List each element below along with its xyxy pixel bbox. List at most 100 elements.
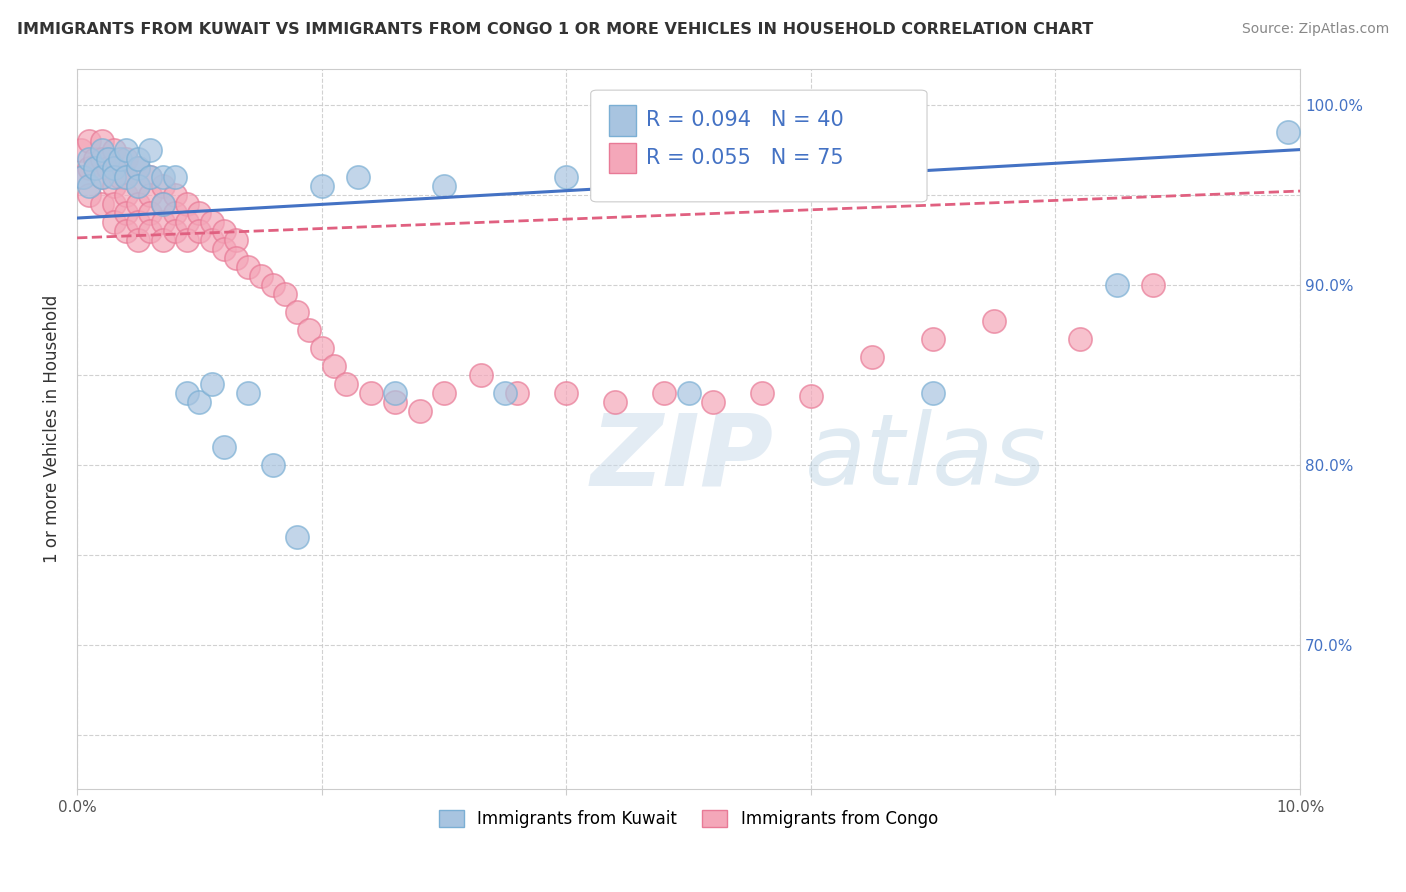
Point bbox=[115, 224, 138, 238]
Point bbox=[72, 169, 94, 184]
Point bbox=[103, 196, 125, 211]
Point bbox=[97, 152, 120, 166]
Point bbox=[506, 385, 529, 400]
Point bbox=[408, 404, 430, 418]
Point bbox=[152, 233, 174, 247]
Text: ZIP: ZIP bbox=[591, 409, 773, 506]
Point bbox=[335, 376, 357, 391]
Point bbox=[115, 152, 138, 166]
Point bbox=[115, 187, 138, 202]
Point bbox=[127, 178, 149, 193]
Point bbox=[238, 260, 260, 274]
Point bbox=[108, 169, 131, 184]
Point bbox=[311, 178, 333, 193]
Point bbox=[84, 161, 107, 175]
Legend: Immigrants from Kuwait, Immigrants from Congo: Immigrants from Kuwait, Immigrants from … bbox=[433, 804, 945, 835]
FancyBboxPatch shape bbox=[609, 105, 636, 136]
Point bbox=[176, 215, 198, 229]
Point bbox=[702, 394, 724, 409]
Point bbox=[555, 169, 578, 184]
Point bbox=[225, 251, 247, 265]
Point bbox=[127, 161, 149, 175]
Point bbox=[84, 152, 107, 166]
Point bbox=[103, 178, 125, 193]
Text: IMMIGRANTS FROM KUWAIT VS IMMIGRANTS FROM CONGO 1 OR MORE VEHICLES IN HOUSEHOLD : IMMIGRANTS FROM KUWAIT VS IMMIGRANTS FRO… bbox=[17, 22, 1092, 37]
Point bbox=[298, 323, 321, 337]
Point bbox=[163, 205, 186, 219]
Point bbox=[115, 143, 138, 157]
Point bbox=[1069, 332, 1091, 346]
Point bbox=[384, 385, 406, 400]
Point bbox=[163, 187, 186, 202]
Point bbox=[127, 178, 149, 193]
Point bbox=[176, 233, 198, 247]
Point bbox=[79, 134, 101, 148]
Point bbox=[212, 242, 235, 256]
Point bbox=[1105, 277, 1128, 292]
Point bbox=[152, 169, 174, 184]
Point bbox=[103, 215, 125, 229]
Point bbox=[152, 178, 174, 193]
Point bbox=[738, 178, 761, 193]
Point bbox=[274, 286, 297, 301]
Point bbox=[115, 205, 138, 219]
Point bbox=[201, 233, 224, 247]
Point bbox=[201, 376, 224, 391]
Point bbox=[212, 440, 235, 454]
Point bbox=[79, 152, 101, 166]
Point bbox=[860, 350, 883, 364]
Text: Source: ZipAtlas.com: Source: ZipAtlas.com bbox=[1241, 22, 1389, 37]
Point bbox=[678, 385, 700, 400]
Point bbox=[249, 268, 271, 283]
Point bbox=[127, 233, 149, 247]
Point bbox=[384, 394, 406, 409]
Point bbox=[360, 385, 382, 400]
Point bbox=[322, 359, 344, 373]
Point bbox=[983, 314, 1005, 328]
Point bbox=[152, 196, 174, 211]
Point bbox=[212, 224, 235, 238]
Point bbox=[433, 385, 456, 400]
Point bbox=[139, 169, 162, 184]
Point bbox=[139, 224, 162, 238]
Point bbox=[103, 169, 125, 184]
Point bbox=[90, 169, 112, 184]
Point bbox=[1277, 125, 1299, 139]
Point bbox=[800, 169, 823, 184]
Point bbox=[79, 161, 101, 175]
Point bbox=[176, 385, 198, 400]
FancyBboxPatch shape bbox=[609, 143, 636, 173]
Point bbox=[97, 161, 120, 175]
Point bbox=[311, 341, 333, 355]
Point bbox=[69, 143, 91, 157]
Point bbox=[285, 530, 308, 544]
Point bbox=[115, 169, 138, 184]
Point bbox=[115, 169, 138, 184]
Point bbox=[163, 169, 186, 184]
Point bbox=[90, 143, 112, 157]
Point bbox=[285, 305, 308, 319]
Point bbox=[922, 332, 945, 346]
Point bbox=[127, 196, 149, 211]
Point bbox=[652, 385, 675, 400]
Point bbox=[103, 143, 125, 157]
Point bbox=[262, 458, 284, 472]
Point bbox=[139, 143, 162, 157]
Point bbox=[103, 161, 125, 175]
Point bbox=[72, 169, 94, 184]
Point bbox=[139, 205, 162, 219]
Point bbox=[163, 224, 186, 238]
Point bbox=[127, 152, 149, 166]
Point bbox=[201, 215, 224, 229]
Point bbox=[188, 205, 211, 219]
Point bbox=[188, 394, 211, 409]
Point bbox=[238, 385, 260, 400]
Point bbox=[90, 169, 112, 184]
Point bbox=[90, 196, 112, 211]
Point bbox=[90, 134, 112, 148]
Point bbox=[751, 385, 773, 400]
Point bbox=[103, 161, 125, 175]
Point bbox=[79, 187, 101, 202]
Point bbox=[922, 385, 945, 400]
Point bbox=[225, 233, 247, 247]
